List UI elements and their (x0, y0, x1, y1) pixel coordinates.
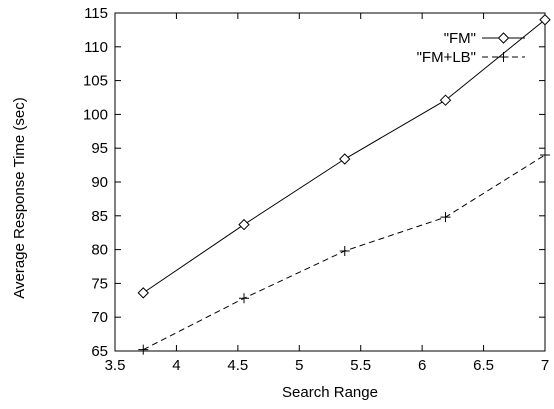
data-point-2 (540, 149, 550, 160)
y-tick-label: 75 (91, 275, 108, 292)
y-tick-label: 100 (83, 106, 108, 123)
legend: "FM" "FM+LB" (417, 30, 525, 66)
x-tick-label: 5 (295, 357, 303, 374)
x-tick-label: 4 (172, 357, 180, 374)
legend-label-2: "FM+LB" (417, 49, 476, 66)
y-tick-label: 65 (91, 343, 108, 360)
data-point-1 (539, 14, 551, 26)
data-point-2 (138, 344, 149, 355)
y-tick-label: 95 (91, 140, 108, 157)
data-point-1 (137, 287, 149, 299)
data-point-2 (339, 245, 350, 256)
legend-marker-2 (498, 52, 509, 62)
data-point-1 (439, 94, 452, 106)
data-point-2 (239, 293, 249, 304)
axes (114, 12, 546, 352)
y-tick-label: 90 (91, 174, 108, 191)
legend-label-1: "FM" (444, 30, 476, 47)
x-tick-label: 6.5 (473, 357, 494, 374)
y-axis-title: Average Response Time (sec) (11, 97, 28, 298)
y-tick-label: 110 (84, 39, 108, 56)
y-tick-label: 80 (91, 242, 108, 259)
y-tick-label: 105 (83, 73, 108, 90)
x-tick-label: 4.5 (227, 357, 248, 374)
x-axis-title: Search Range (282, 384, 378, 401)
data-point-1 (238, 218, 250, 231)
legend-marker-1 (497, 32, 510, 44)
plot-frame (114, 12, 546, 352)
y-tick-label: 85 (91, 208, 108, 225)
series-group (137, 14, 551, 355)
y-tick-label: 70 (91, 309, 108, 326)
x-tick-label: 5.5 (350, 357, 371, 374)
data-point-2 (440, 212, 451, 223)
x-tick-label: 6 (418, 357, 426, 374)
x-tick-label: 3.5 (105, 357, 126, 374)
ticks: 3.5 4 4.5 5 5.5 6 6.5 7 65 70 75 80 85 90 95 100 105 110 1… (83, 5, 549, 374)
y-tick-label: 115 (84, 5, 108, 22)
data-point-1 (339, 153, 351, 165)
x-tick-label: 7 (541, 357, 549, 374)
